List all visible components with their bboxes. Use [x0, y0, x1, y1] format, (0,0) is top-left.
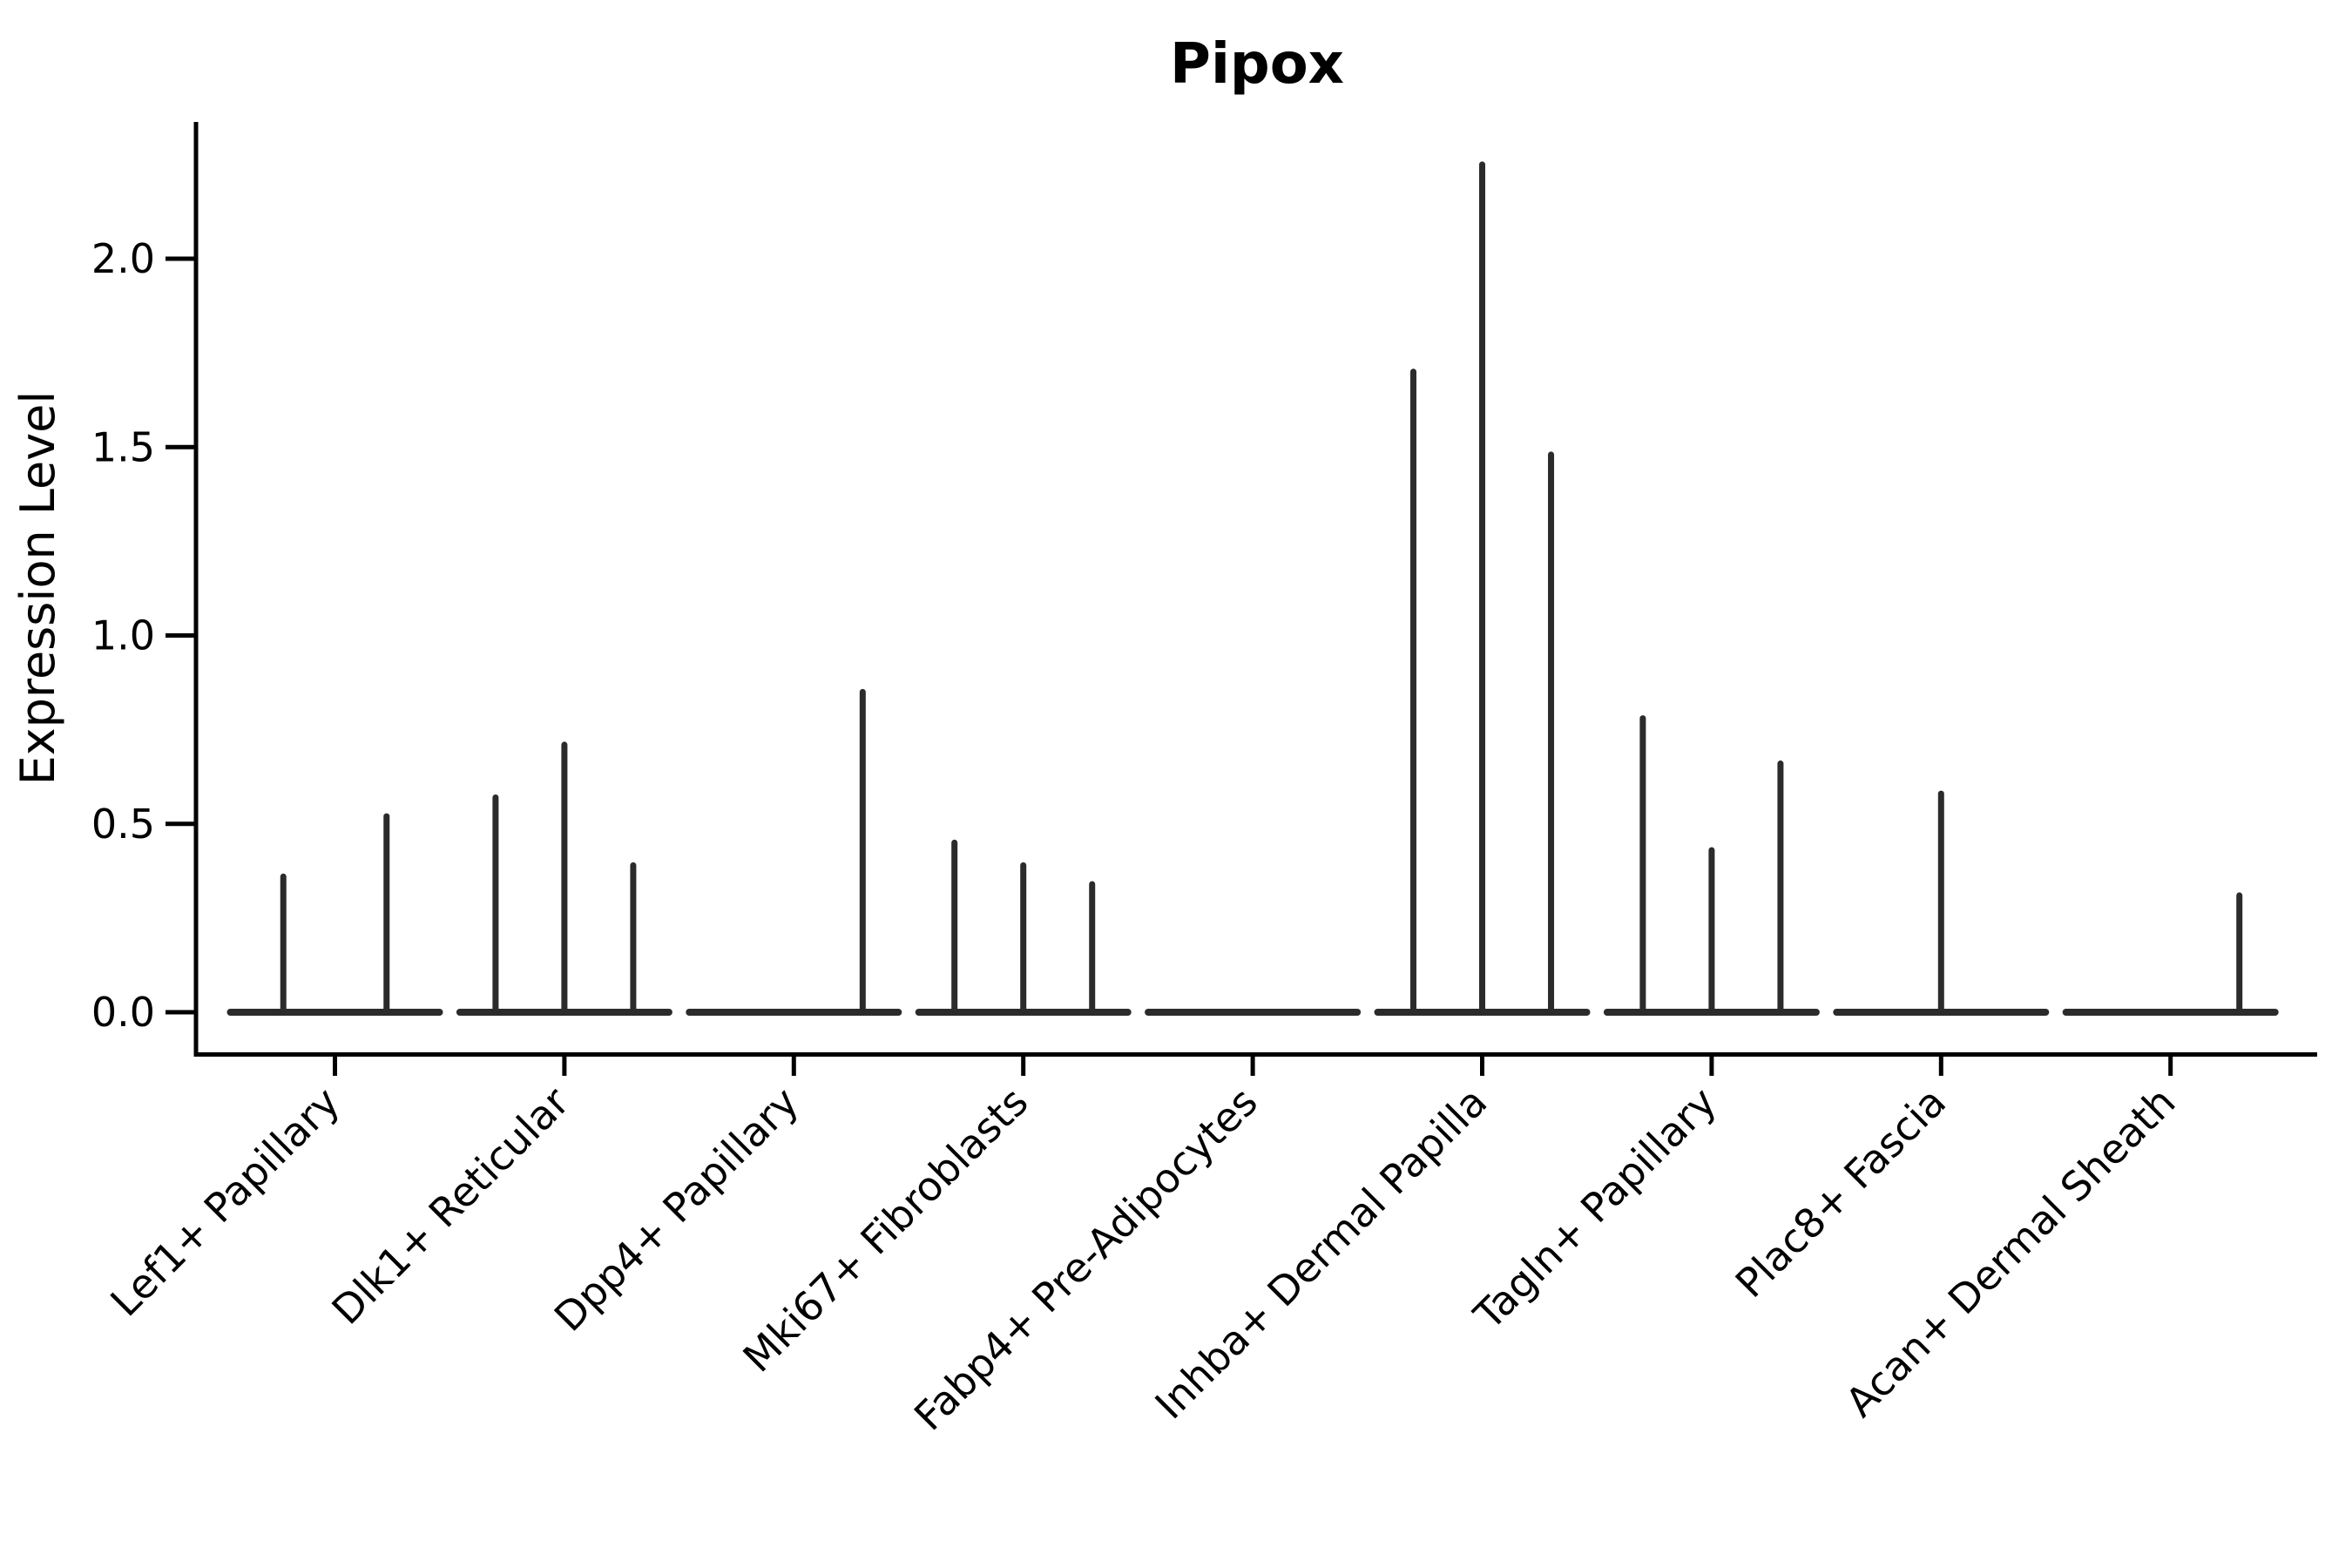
y-tick-label: 1.5: [91, 423, 155, 470]
chart-title: Pipox: [1170, 32, 1344, 97]
y-tick-label: 2.0: [91, 235, 155, 282]
y-tick-label: 0.5: [91, 801, 155, 848]
x-tick-label: Dpp4+ Papillary: [545, 1078, 808, 1341]
y-tick-label: 1.0: [91, 612, 155, 659]
y-axis-label: Expression Level: [10, 391, 65, 786]
y-axis-ticks: 0.0 0.5 1.0 1.5 2.0: [91, 235, 196, 1036]
axis-spines: [193, 122, 2317, 1057]
x-axis-ticks: [333, 1057, 2173, 1076]
x-tick-label: Lef1+ Papillary: [101, 1078, 348, 1326]
x-tick-label: Dlk1+ Reticular: [322, 1078, 578, 1334]
x-tick-label: Tagln+ Papillary: [1464, 1078, 1726, 1340]
y-tick-label: 0.0: [91, 989, 155, 1036]
x-tick-label: Plac8+ Fascia: [1727, 1078, 1955, 1307]
violin-series: [226, 161, 2279, 1016]
